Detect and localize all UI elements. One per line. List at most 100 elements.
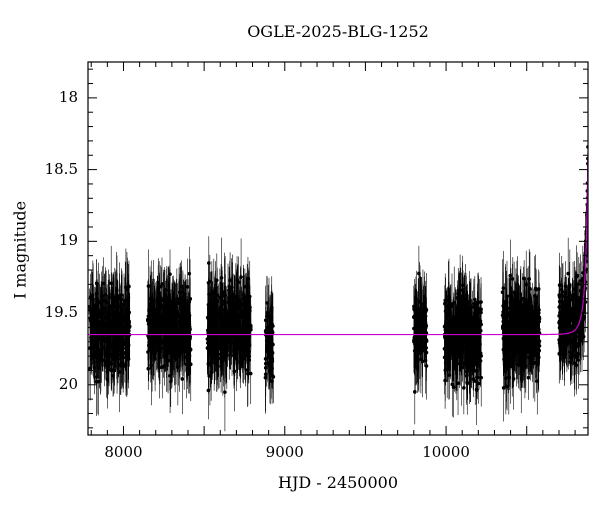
- data-point: [574, 344, 579, 349]
- data-point: [242, 351, 247, 355]
- data-point: [505, 294, 509, 298]
- data-point: [108, 352, 113, 357]
- data-point: [470, 323, 475, 327]
- data-point: [459, 338, 464, 343]
- data-point: [121, 329, 125, 334]
- data-point: [226, 300, 230, 304]
- data-point: [105, 317, 109, 321]
- data-point: [124, 357, 129, 362]
- data-point: [219, 275, 224, 280]
- data-point: [509, 330, 514, 335]
- data-point: [519, 325, 524, 330]
- data-point: [104, 325, 109, 330]
- data-point: [511, 277, 515, 281]
- data-point: [238, 339, 243, 344]
- data-point: [526, 375, 531, 380]
- data-point: [95, 375, 99, 379]
- data-point: [443, 301, 447, 306]
- data-point: [474, 387, 479, 392]
- data-point: [176, 365, 180, 369]
- data-point: [125, 318, 130, 323]
- data-point: [207, 313, 212, 318]
- data-point: [511, 376, 516, 381]
- data-point: [473, 297, 477, 302]
- data-point: [151, 339, 156, 344]
- data-point: [562, 333, 567, 338]
- data-point: [244, 314, 249, 318]
- data-point: [415, 326, 419, 331]
- data-point: [234, 294, 238, 299]
- data-point: [223, 390, 227, 394]
- data-point: [118, 353, 123, 357]
- data-point: [236, 280, 241, 285]
- data-point: [265, 301, 269, 305]
- data-point: [94, 380, 99, 384]
- data-point: [447, 373, 452, 377]
- data-point: [582, 314, 586, 319]
- data-point: [474, 348, 479, 352]
- data-point: [537, 319, 542, 324]
- data-point: [127, 324, 132, 329]
- data-point: [450, 328, 454, 332]
- data-point: [111, 298, 115, 302]
- data-point: [503, 304, 508, 309]
- data-point: [523, 356, 527, 361]
- data-point: [207, 261, 211, 265]
- data-point: [97, 352, 102, 357]
- data-point: [460, 283, 465, 288]
- data-point: [114, 318, 119, 322]
- data-point: [529, 341, 534, 346]
- data-point: [516, 362, 521, 367]
- data-point: [442, 355, 447, 360]
- data-point: [212, 360, 217, 365]
- data-point: [100, 330, 105, 335]
- data-point: [206, 388, 211, 393]
- data-point: [461, 321, 466, 326]
- data-point: [172, 310, 176, 314]
- data-point: [571, 341, 575, 345]
- model-curve-layer: [88, 152, 588, 336]
- data-point: [456, 314, 460, 319]
- data-point: [504, 366, 509, 371]
- data-point: [444, 345, 449, 350]
- data-point: [418, 314, 423, 318]
- tick-marks-layer: [88, 62, 588, 435]
- data-point: [91, 293, 95, 298]
- data-point: [175, 301, 179, 305]
- data-point: [219, 334, 224, 339]
- data-point: [90, 334, 94, 339]
- data-point: [575, 310, 579, 314]
- data-point: [465, 381, 470, 386]
- data-point: [528, 286, 532, 291]
- data-point: [174, 327, 178, 332]
- data-point: [462, 386, 466, 390]
- data-point: [163, 301, 168, 306]
- data-point: [180, 319, 184, 324]
- data-point: [114, 351, 119, 356]
- data-point: [93, 341, 97, 346]
- data-point: [160, 329, 165, 334]
- data-point: [533, 360, 537, 365]
- data-point: [152, 315, 157, 320]
- data-point: [536, 348, 541, 352]
- data-point: [115, 311, 119, 315]
- data-point: [106, 306, 111, 310]
- data-point: [123, 340, 127, 345]
- data-point: [477, 344, 481, 348]
- data-point: [148, 297, 152, 301]
- data-point: [566, 271, 570, 276]
- data-point: [169, 351, 174, 355]
- data-point: [415, 355, 420, 360]
- data-point: [473, 379, 478, 383]
- data-point: [456, 298, 461, 302]
- data-point: [208, 374, 212, 378]
- data-point: [160, 282, 164, 286]
- data-point: [536, 311, 541, 315]
- data-point: [176, 297, 181, 301]
- data-point: [119, 335, 123, 340]
- data-point: [572, 305, 577, 310]
- data-point: [187, 271, 192, 276]
- data-point: [179, 303, 184, 307]
- data-point: [187, 342, 191, 346]
